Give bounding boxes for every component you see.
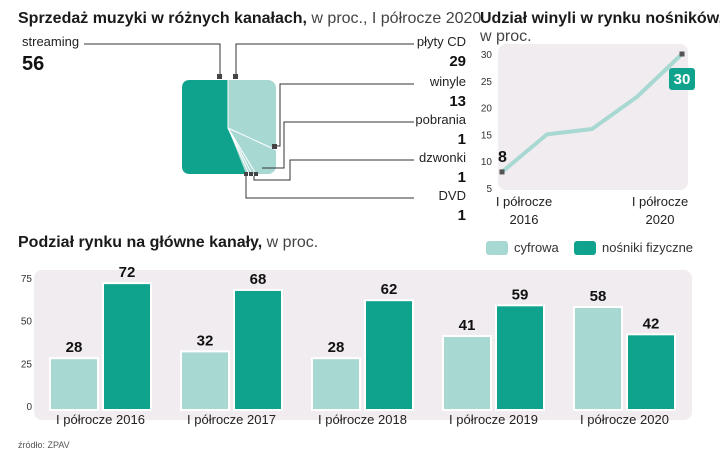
bar-digital xyxy=(180,350,230,411)
bar-value-label: 41 xyxy=(459,317,476,334)
pie-value-dvd: 1 xyxy=(458,207,466,224)
line-end-value: 30 xyxy=(674,71,691,88)
bar-ytick-label: 0 xyxy=(26,402,32,413)
bar-value-label: 58 xyxy=(590,288,607,305)
bar-digital xyxy=(442,335,492,411)
pie-label-winyle: winyle xyxy=(429,74,466,89)
bar-digital xyxy=(573,306,623,411)
pie-value-pobrania: 1 xyxy=(458,131,466,148)
legend-label-digital: cyfrowa xyxy=(514,240,559,255)
bar-physical xyxy=(626,333,676,411)
bar-category-label: I półrocze 2019 xyxy=(449,412,538,427)
leader-pobrania xyxy=(262,121,414,169)
pie-slice-dzwonki xyxy=(227,127,250,175)
legend-swatch-physical xyxy=(574,240,596,255)
leader-lines xyxy=(84,43,414,199)
pie-slice-streaming xyxy=(182,80,246,174)
pie-value-dzwonki: 1 xyxy=(458,169,466,186)
line-point xyxy=(679,51,685,57)
legend-label-physical: nośniki fizyczne xyxy=(602,240,694,255)
line-ytick-label: 25 xyxy=(481,77,493,88)
line-xtick-end-line2: 2020 xyxy=(646,212,675,227)
pie-value-winyle: 13 xyxy=(449,93,466,110)
bar-ytick-label: 25 xyxy=(21,359,33,370)
bar-category-label: I półrocze 2016 xyxy=(56,412,145,427)
bar-series: 28 72 32 68 28 62 41 59 58 42 xyxy=(49,264,676,412)
line-chart: 30 25 20 15 10 5 8 30 I półrocze 2016 I półro… xyxy=(481,44,695,227)
bar-value-label: 59 xyxy=(512,286,529,303)
leader-winyle xyxy=(274,83,414,147)
pie-slice-dvd xyxy=(227,127,257,175)
pie-label-dvd: DVD xyxy=(439,188,466,203)
bar-value-label: 28 xyxy=(328,339,345,356)
leader-dot-streaming xyxy=(217,74,222,79)
leader-dot-winyle xyxy=(272,144,277,149)
pie-slice-winyle xyxy=(227,127,277,151)
line-xtick-end-line1: I półrocze xyxy=(632,194,688,209)
leader-dot-dvd xyxy=(244,172,248,176)
leader-dot-cd xyxy=(233,74,238,79)
line-ytick-label: 10 xyxy=(481,157,493,168)
leader-dvd xyxy=(245,176,414,199)
line-xtick-start-line1: I półrocze xyxy=(496,194,552,209)
bar-ytick-label: 75 xyxy=(21,274,33,285)
pie-value-streaming: 56 xyxy=(22,53,44,75)
line-chart-title: Udział winyli w rynku nośników, w proc. xyxy=(480,10,720,45)
leader-cd xyxy=(235,43,414,76)
pie-label-cd: płyty CD xyxy=(417,34,466,49)
bar-physical xyxy=(233,288,283,412)
leader-dots xyxy=(217,74,277,176)
bar-category-label: I półrocze 2018 xyxy=(318,412,407,427)
source-note: źródło: ZPAV xyxy=(18,440,70,450)
bar-x-axis: I półrocze 2016 I półrocze 2017 I półrocze… xyxy=(56,412,669,427)
line-xtick-start-line2: 2016 xyxy=(510,212,539,227)
line-point xyxy=(499,169,505,175)
pie-value-cd: 29 xyxy=(449,53,466,70)
line-chart-panel xyxy=(498,44,688,190)
line-y-axis: 30 25 20 15 10 5 xyxy=(481,50,493,195)
bar-physical xyxy=(495,304,545,412)
bar-value-label: 42 xyxy=(643,315,660,332)
bar-value-label: 72 xyxy=(119,264,136,281)
line-points xyxy=(499,51,685,175)
bar-category-label: I półrocze 2017 xyxy=(187,412,276,427)
legend-item-physical: nośniki fizyczne xyxy=(574,240,693,255)
line-ytick-label: 20 xyxy=(481,104,493,115)
bar-chart: 75 50 25 0 28 72 32 68 28 62 41 59 58 42 I półrocze … xyxy=(21,264,692,427)
line-end-value-box xyxy=(669,68,695,90)
bar-physical xyxy=(364,299,414,411)
bar-value-label: 62 xyxy=(381,281,398,298)
pie-label-pobrania: pobrania xyxy=(415,112,466,127)
leader-dot-dzwonki xyxy=(249,172,253,176)
leader-streaming xyxy=(84,43,221,76)
legend-item-digital: cyfrowa xyxy=(486,240,559,255)
bar-y-axis: 75 50 25 0 xyxy=(21,274,33,413)
leader-dot-pobrania xyxy=(254,172,258,176)
bar-digital xyxy=(49,357,99,411)
line-ytick-label: 15 xyxy=(481,130,493,141)
pie-label-dzwonki: dzwonki xyxy=(419,150,466,165)
line-ytick-label: 30 xyxy=(481,50,493,61)
bar-category-label: I półrocze 2020 xyxy=(580,412,669,427)
legend-swatch-digital xyxy=(486,240,508,255)
pie-chart-title: Sprzedaż muzyki w różnych kanałach, w pr… xyxy=(18,10,482,27)
bar-digital xyxy=(311,357,361,411)
pie-chart: streaming 56 płyty CD 29 winyle 13 pobra… xyxy=(22,34,467,224)
leader-dzwonki xyxy=(253,159,414,181)
bar-value-label: 28 xyxy=(66,339,83,356)
bar-value-label: 32 xyxy=(197,332,214,349)
line-start-value: 8 xyxy=(498,149,507,166)
bar-ytick-label: 50 xyxy=(21,317,33,328)
bar-value-label: 68 xyxy=(250,271,267,288)
pie-label-streaming: streaming xyxy=(22,34,79,49)
bar-chart-title: Podział rynku na główne kanały, w proc. xyxy=(18,234,319,251)
bar-physical xyxy=(102,282,152,411)
line-ytick-label: 5 xyxy=(486,184,492,195)
line-series-vinyl xyxy=(500,52,684,174)
